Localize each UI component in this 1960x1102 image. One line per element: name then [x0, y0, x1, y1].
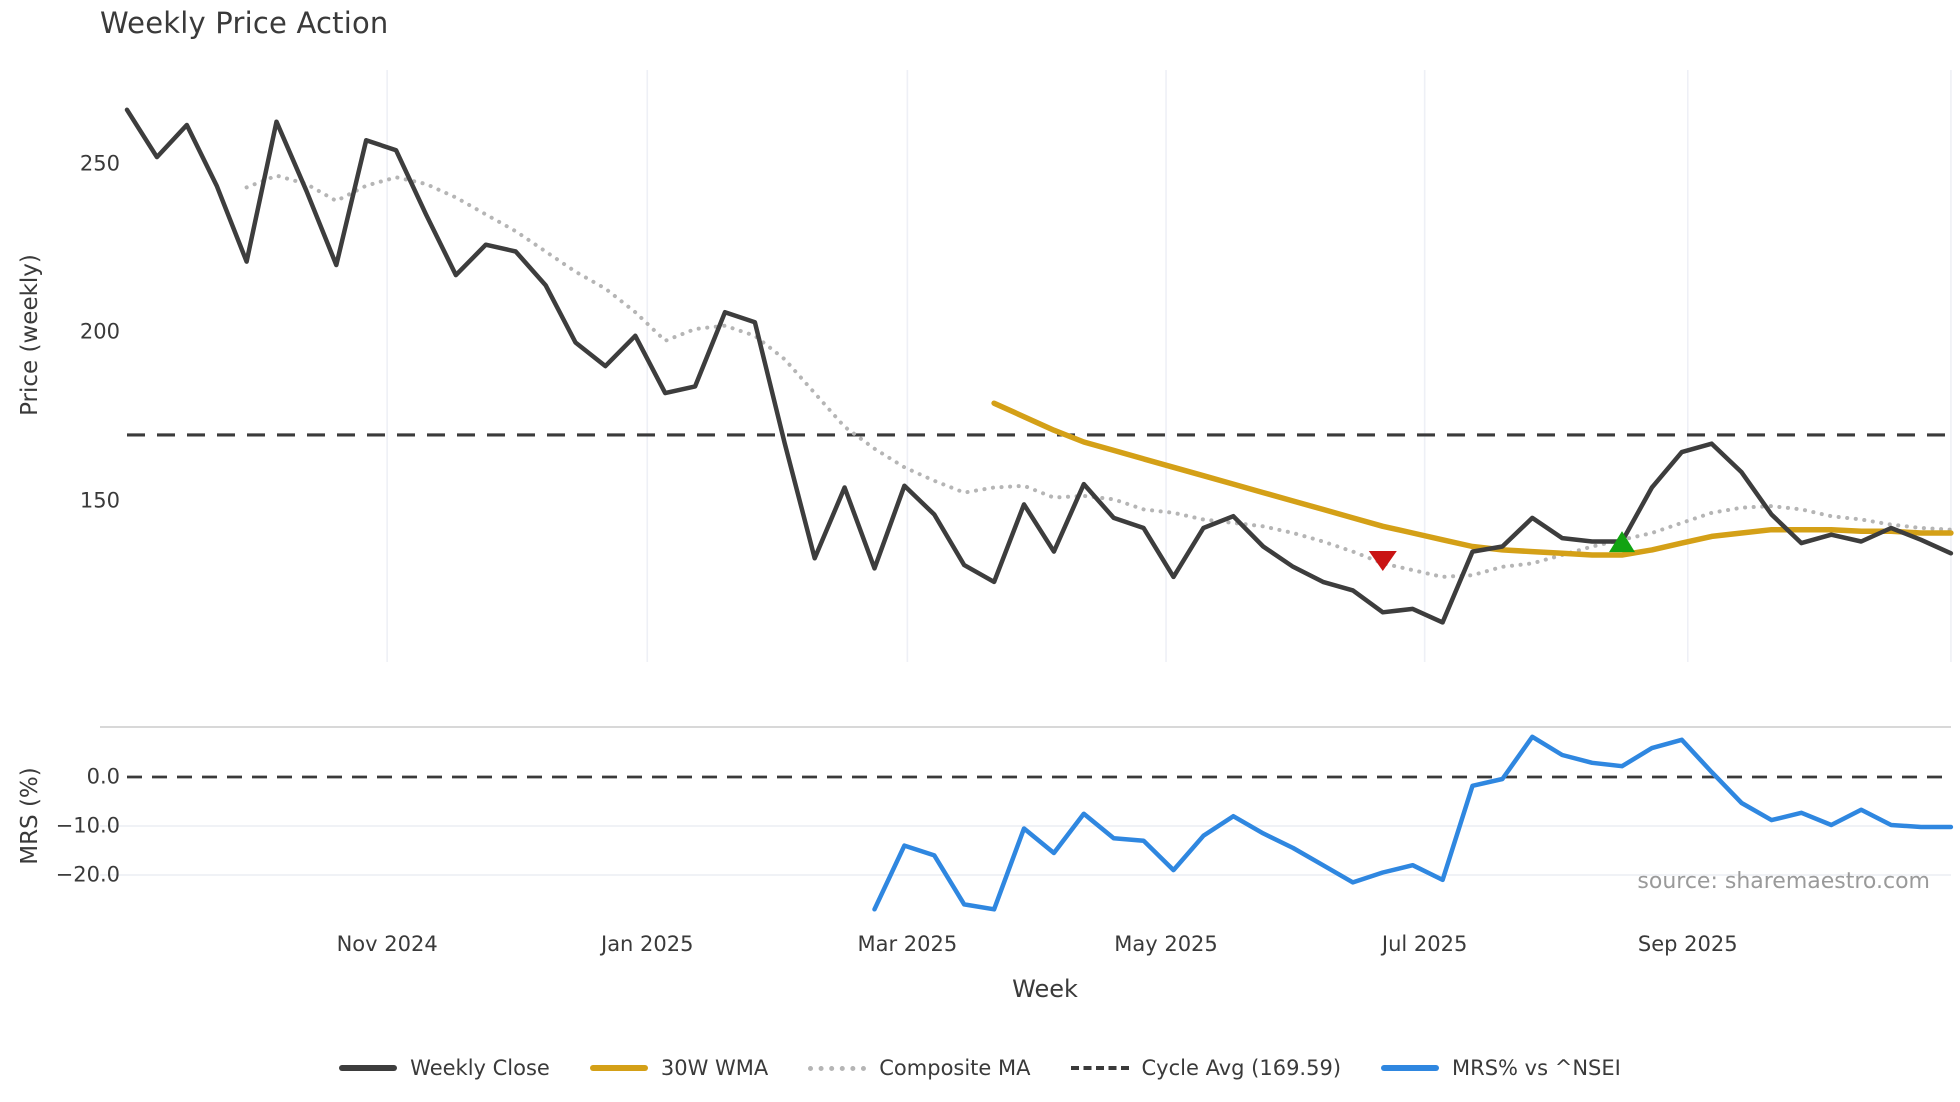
- x-tick-0: Nov 2024: [336, 932, 438, 956]
- legend-item-mrs-vs-nsei[interactable]: MRS% vs ^NSEI: [1381, 1056, 1621, 1080]
- legend-swatch-icon: [1381, 1065, 1440, 1071]
- price-ytick-150: 150: [79, 488, 120, 513]
- legend-label: MRS% vs ^NSEI: [1452, 1056, 1621, 1080]
- legend-swatch-icon: [339, 1065, 398, 1071]
- legend: Weekly Close 30W WMA Composite MA Cycle Avg…: [73, 1056, 1887, 1080]
- x-tick-1: Jan 2025: [601, 932, 694, 956]
- mrs-ytick-0: 0.0: [86, 764, 120, 789]
- chart-title: Weekly Price Action: [100, 6, 389, 40]
- legend-item-composite-ma[interactable]: Composite MA: [808, 1056, 1031, 1080]
- x-tick-5: Sep 2025: [1637, 932, 1738, 956]
- legend-label: Cycle Avg (169.59): [1141, 1056, 1342, 1080]
- legend-swatch-icon: [1070, 1066, 1129, 1070]
- legend-item-cycle-avg-169-59-[interactable]: Cycle Avg (169.59): [1070, 1056, 1342, 1080]
- x-tick-4: Jul 2025: [1381, 932, 1468, 956]
- legend-label: 30W WMA: [660, 1056, 769, 1080]
- x-tick-3: May 2025: [1114, 932, 1218, 956]
- legend-label: Weekly Close: [410, 1056, 550, 1080]
- legend-item-30w-wma[interactable]: 30W WMA: [589, 1056, 769, 1080]
- price-ytick-200: 200: [79, 319, 120, 344]
- mrs-ytick--20: −20.0: [55, 862, 120, 887]
- buy-marker-icon: [1609, 531, 1635, 553]
- wma-30w-line: [991, 400, 1954, 558]
- sell-marker-icon: [1368, 551, 1397, 572]
- legend-label: Composite MA: [879, 1056, 1031, 1080]
- weekly-close-line: [124, 107, 1954, 625]
- x-axis-title: Week: [1012, 975, 1078, 1003]
- mrs-ytick--10: −10.0: [55, 813, 120, 838]
- x-tick-2: Mar 2025: [857, 932, 958, 956]
- legend-swatch-icon: [589, 1065, 648, 1071]
- mrs-line: [872, 734, 1954, 912]
- legend-item-weekly-close[interactable]: Weekly Close: [339, 1056, 550, 1080]
- legend-swatch-icon: [808, 1065, 867, 1071]
- source-credit: source: sharemaestro.com: [1637, 869, 1930, 894]
- price-ytick-250: 250: [79, 151, 120, 176]
- composite-ma-line: [244, 173, 1953, 579]
